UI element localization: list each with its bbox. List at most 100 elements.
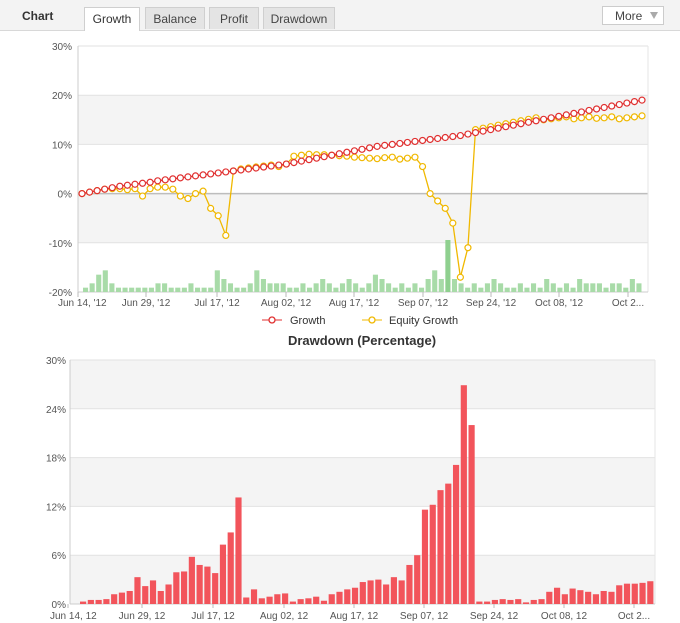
data-point-equity	[138, 192, 147, 200]
volume-bar	[241, 287, 247, 292]
data-point-growth	[78, 190, 86, 198]
data-point-growth	[229, 167, 237, 175]
tab-drawdown[interactable]: Drawdown	[263, 7, 335, 29]
x-tick-label: Sep 24, 12	[470, 611, 519, 622]
drawdown-bar	[553, 587, 561, 604]
tab-growth[interactable]: Growth	[84, 7, 140, 31]
data-point-growth	[479, 127, 487, 135]
data-point-equity	[623, 114, 631, 122]
drawdown-bar	[445, 483, 452, 604]
volume-bar	[445, 240, 451, 292]
volume-bar	[623, 287, 629, 292]
legend-equity-label[interactable]: Equity Growth	[389, 315, 458, 327]
drawdown-bar	[196, 564, 203, 604]
drawdown-bar	[266, 596, 273, 604]
drawdown-bar	[616, 585, 623, 604]
volume-bar	[280, 283, 286, 292]
volume-bar	[451, 279, 458, 292]
data-point-growth	[222, 168, 230, 176]
volume-bar	[175, 287, 181, 292]
y-tick-label: 0%	[52, 600, 67, 611]
volume-bar	[550, 283, 556, 292]
y-tick-label: 0%	[58, 190, 73, 201]
drawdown-bar	[336, 591, 343, 604]
data-point-equity	[191, 190, 200, 198]
volume-bar	[616, 283, 622, 292]
drawdown-bar	[359, 582, 366, 604]
data-point-growth	[471, 128, 480, 137]
volume-bar	[227, 283, 234, 292]
data-point-growth	[267, 162, 275, 170]
data-point-growth	[388, 140, 396, 149]
volume-bar	[610, 283, 616, 292]
volume-bar	[333, 287, 339, 292]
x-tick-label: Aug 17, '12	[329, 298, 380, 309]
legend-growth-label[interactable]: Growth	[290, 315, 325, 327]
data-point-growth	[570, 109, 578, 118]
data-point-growth	[237, 166, 245, 174]
x-tick-label: Oct 08, '12	[535, 298, 583, 309]
data-point-growth	[260, 163, 268, 171]
y-tick-label: 30%	[46, 356, 66, 367]
drawdown-bar	[204, 566, 211, 604]
data-point-equity	[350, 153, 359, 161]
volume-bar	[504, 287, 510, 292]
volume-bar	[537, 287, 543, 292]
volume-bar	[96, 274, 102, 292]
drawdown-bar	[157, 590, 164, 604]
drawdown-bar	[250, 589, 258, 604]
x-tick-label: Aug 02, 12	[260, 611, 309, 622]
drawdown-bar	[142, 586, 149, 604]
drawdown-bar	[134, 577, 141, 604]
tab-balance[interactable]: Balance	[145, 7, 205, 29]
data-point-growth	[555, 112, 563, 120]
legend-equity-marker	[368, 316, 376, 324]
drawdown-bar	[592, 594, 600, 604]
drawdown-bar	[297, 599, 304, 604]
data-point-growth	[191, 172, 200, 180]
data-point-growth	[411, 137, 419, 146]
drawdown-bar	[282, 593, 289, 604]
drawdown-bar	[111, 594, 118, 604]
legend-growth-marker	[268, 316, 276, 324]
drawdown-bar	[499, 599, 506, 604]
volume-bar	[320, 279, 326, 292]
data-point-growth	[517, 120, 525, 128]
more-button[interactable]: More	[602, 6, 664, 25]
drawdown-bar	[80, 601, 87, 604]
volume-bar	[260, 279, 266, 292]
data-point-growth	[93, 187, 101, 195]
drawdown-bar	[569, 588, 576, 604]
x-tick-label: Aug 02, '12	[261, 298, 312, 309]
data-point-growth	[562, 111, 570, 119]
drawdown-bar	[530, 599, 537, 604]
volume-bar	[168, 287, 174, 292]
tab-profit[interactable]: Profit	[209, 7, 259, 29]
data-point-growth	[502, 123, 510, 131]
data-point-equity	[161, 183, 169, 191]
plot-band	[70, 360, 655, 409]
volume-bar	[122, 287, 128, 292]
x-tick-label: Jun 29, 12	[119, 611, 166, 622]
data-point-growth	[532, 117, 540, 125]
chart-toolbar: Chart Growth Balance Profit Drawdown Mor…	[0, 0, 680, 31]
volume-bar	[465, 287, 471, 292]
x-tick-label: Sep 07, 12	[400, 611, 449, 622]
drawdown-bar	[429, 504, 436, 604]
plot-band	[78, 95, 648, 145]
drawdown-bar	[212, 573, 219, 604]
data-point-equity	[396, 155, 404, 163]
drawdown-bar	[227, 532, 234, 604]
data-point-growth	[608, 102, 616, 110]
drawdown-bar	[243, 597, 250, 604]
drawdown-bar	[507, 599, 514, 604]
data-point-equity	[222, 231, 230, 240]
drawdown-bar	[165, 584, 172, 604]
volume-bar	[544, 279, 550, 292]
data-point-growth	[494, 124, 502, 132]
x-tick-label: Jul 17, '12	[194, 298, 240, 309]
volume-bar	[458, 283, 464, 292]
data-point-growth	[85, 188, 94, 196]
volume-bar	[307, 287, 313, 292]
drawdown-bar	[631, 583, 638, 604]
